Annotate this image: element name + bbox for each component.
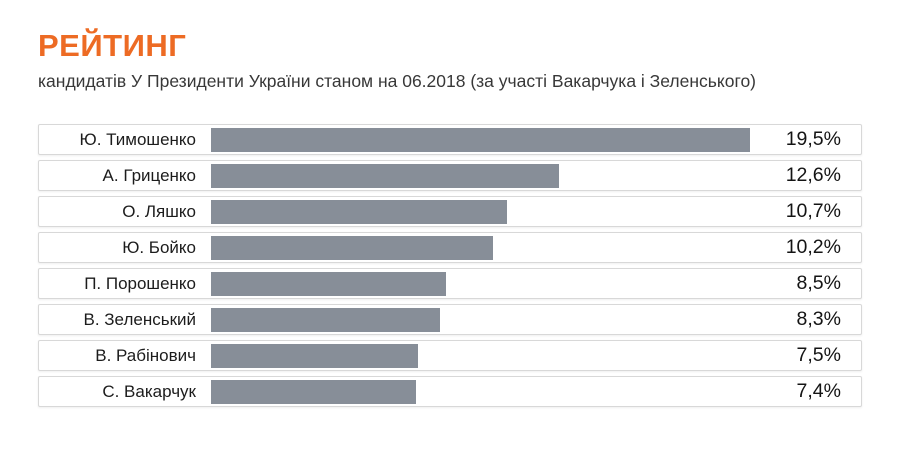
chart-row: П. Порошенко 8,5%	[38, 268, 862, 299]
candidate-name: Ю. Бойко	[122, 237, 196, 257]
candidate-name: В. Зеленський	[83, 309, 197, 329]
chart-row: С. Вакарчук 7,4%	[38, 376, 862, 407]
value-bar	[211, 235, 493, 260]
chart-subtitle: кандидатів У Президенти України станом н…	[38, 71, 757, 91]
value-label: 12,6%	[785, 164, 841, 186]
bar-track	[211, 127, 751, 152]
candidate-name: П. Порошенко	[84, 273, 196, 293]
candidate-name: О. Ляшко	[122, 201, 196, 221]
value-label: 8,3%	[796, 308, 841, 330]
chart-row: О. Ляшко 10,7%	[38, 196, 862, 227]
chart-row: А. Гриценко 12,6%	[38, 160, 862, 191]
chart-row: Ю. Тимошенко 19,5%	[38, 124, 862, 155]
bar-track	[211, 307, 751, 332]
chart-row: В. Зеленський 8,3%	[38, 304, 862, 335]
chart-rows: Ю. Тимошенко 19,5% А. Гриценко 12,6% О. Ляшк…	[38, 124, 862, 412]
bar-track	[211, 343, 751, 368]
bar-track	[211, 199, 751, 224]
value-label: 10,7%	[785, 200, 841, 222]
chart-row: Ю. Бойко 10,2%	[38, 232, 862, 263]
value-bar	[211, 307, 440, 332]
chart-title: РЕЙТИНГ	[38, 28, 187, 63]
candidate-name: В. Рабінович	[95, 345, 196, 365]
bar-track	[211, 271, 751, 296]
value-label: 19,5%	[785, 128, 841, 150]
value-label: 7,4%	[796, 380, 841, 402]
value-bar	[211, 127, 750, 152]
value-bar	[211, 163, 559, 188]
value-bar	[211, 199, 507, 224]
candidate-name: С. Вакарчук	[102, 381, 196, 401]
value-label: 8,5%	[796, 272, 841, 294]
value-bar	[211, 379, 416, 404]
bar-track	[211, 163, 751, 188]
chart-header: РЕЙТИНГ кандидатів У Президенти України …	[38, 30, 870, 91]
bar-track	[211, 379, 751, 404]
chart-row: В. Рабінович 7,5%	[38, 340, 862, 371]
value-bar	[211, 343, 418, 368]
bar-track	[211, 235, 751, 260]
value-label: 7,5%	[796, 344, 841, 366]
candidate-name: Ю. Тимошенко	[79, 129, 196, 149]
value-bar	[211, 271, 446, 296]
candidate-name: А. Гриценко	[102, 165, 196, 185]
value-label: 10,2%	[785, 236, 841, 258]
